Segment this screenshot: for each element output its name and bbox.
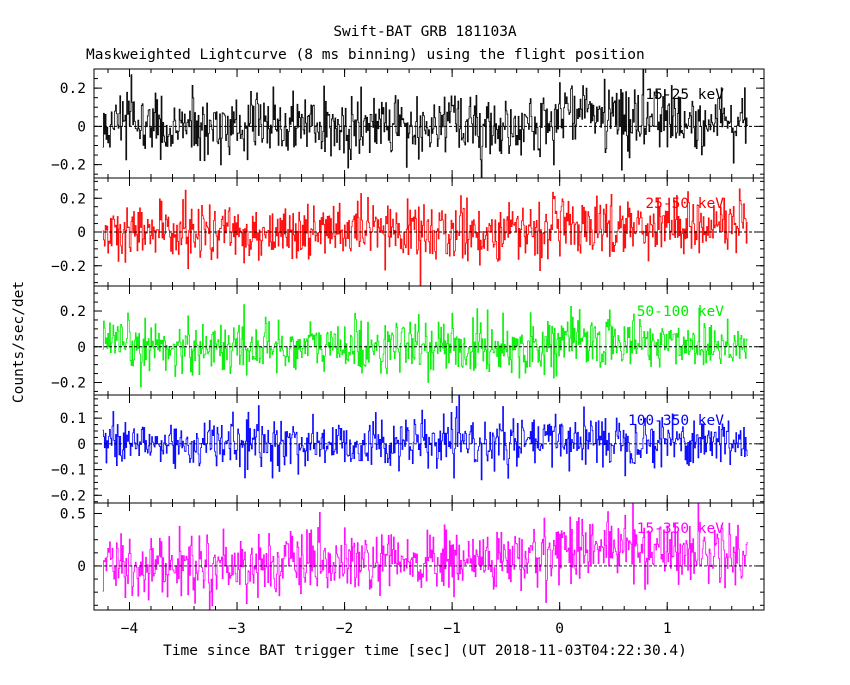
y-axis-label: Counts/sec/det bbox=[11, 281, 27, 403]
y-tick-label: 0.2 bbox=[60, 191, 86, 207]
y-tick-label: 0 bbox=[77, 340, 86, 356]
y-tick-label: 0.2 bbox=[60, 81, 86, 97]
x-axis-label: Time since BAT trigger time [sec] (UT 20… bbox=[163, 643, 687, 659]
panel-1: 15-25 keV −0.2 0 0.2 bbox=[51, 68, 765, 179]
y-tick-label: 0.2 bbox=[60, 304, 86, 320]
series-line-15-25-kev bbox=[102, 69, 748, 178]
y-tick-label: −0.2 bbox=[51, 158, 86, 174]
x-tick-label: 1 bbox=[663, 621, 672, 637]
band-label: 50-100 keV bbox=[637, 304, 725, 320]
y-tick-label: 0 bbox=[77, 559, 86, 575]
y-tick-label: −0.2 bbox=[51, 375, 86, 391]
y-tick-label: 0 bbox=[77, 437, 86, 453]
x-tick-label: −3 bbox=[228, 621, 245, 637]
y-tick-label: −0.2 bbox=[51, 488, 86, 504]
panels-group: 15-25 keV−0.200.225-50 keV−0.200.250-100… bbox=[51, 68, 765, 637]
series-line-50-100-kev bbox=[102, 304, 748, 388]
y-tick-label: −0.2 bbox=[51, 259, 86, 275]
x-tick-label: −4 bbox=[121, 621, 139, 637]
series-line-25-50-kev bbox=[102, 188, 748, 286]
panel-5: 15-350 keV 0 0.5 bbox=[60, 502, 765, 611]
series-line-15-350-kev bbox=[102, 503, 748, 610]
x-tick-label: 0 bbox=[555, 621, 564, 637]
panel-3: 50-100 keV −0.2 0 0.2 bbox=[51, 285, 765, 396]
y-tick-label: 0 bbox=[77, 119, 86, 135]
series-line-100-350-kev bbox=[102, 395, 748, 481]
y-tick-label: 0.1 bbox=[60, 411, 86, 427]
y-tick-label: 0.5 bbox=[60, 506, 86, 522]
panel-2: 25-50 keV −0.2 0 0.2 bbox=[51, 177, 765, 287]
y-tick-label: −0.1 bbox=[51, 463, 86, 479]
chart-subtitle: Maskweighted Lightcurve (8 ms binning) u… bbox=[86, 47, 645, 63]
y-tick-label: 0 bbox=[77, 225, 86, 241]
band-label: 25-50 keV bbox=[645, 196, 724, 212]
x-tick-label: −2 bbox=[336, 621, 353, 637]
band-label: 15-25 keV bbox=[645, 87, 724, 103]
band-label: 15-350 keV bbox=[637, 521, 725, 537]
x-tick-label: −1 bbox=[443, 621, 460, 637]
chart-title: Swift-BAT GRB 181103A bbox=[333, 24, 517, 40]
panel-4: 100-350 keV −0.2 −0.1 0 0.1 bbox=[51, 394, 765, 504]
band-label: 100-350 keV bbox=[628, 413, 724, 429]
panel-frame bbox=[93, 502, 765, 611]
